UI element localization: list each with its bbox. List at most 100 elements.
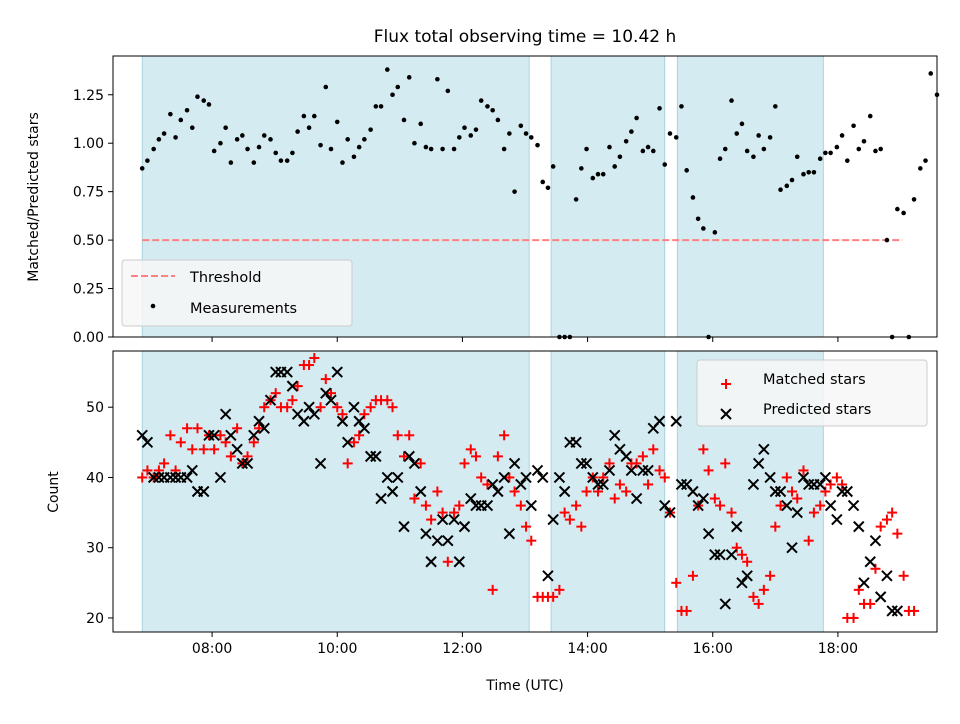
predicted-star-point — [169, 471, 182, 484]
x-tick-label: 18:00 — [818, 641, 858, 657]
measurement-point — [145, 158, 150, 163]
matched-star-point — [742, 556, 753, 567]
predicted-star-point — [358, 422, 371, 434]
matched-star-point — [509, 486, 520, 497]
measurement-point — [234, 137, 240, 142]
measurement-point — [206, 102, 212, 107]
predicted-star-point — [508, 457, 521, 470]
top-y-axis-label: Matched/Predicted stars — [26, 112, 42, 282]
matched-star-point — [248, 437, 259, 448]
measurement-point — [645, 144, 651, 150]
matched-star-point — [465, 444, 476, 455]
measurement-point — [451, 146, 457, 152]
matched-star-point — [571, 500, 582, 511]
predicted-star-point — [747, 478, 760, 491]
measurement-point — [478, 98, 484, 103]
predicted-star-point — [891, 605, 904, 617]
predicted-star-point — [448, 513, 460, 526]
predicted-star-point — [431, 534, 444, 547]
predicted-star-point — [208, 429, 220, 442]
measurement-point — [223, 125, 228, 131]
matched-star-point — [348, 437, 359, 448]
matched-star-point — [432, 486, 443, 497]
predicted-star-point — [520, 471, 532, 484]
predicted-star-point — [364, 450, 377, 463]
measurement-point — [789, 177, 795, 183]
predicted-star-point — [869, 534, 882, 547]
predicted-star-point — [298, 415, 310, 427]
matched-star-point — [853, 584, 864, 595]
predicted-star-point — [381, 471, 394, 484]
predicted-star-point — [847, 499, 860, 512]
matched-star-point — [354, 430, 365, 441]
measurement-point — [356, 144, 362, 150]
measurement-point — [523, 131, 529, 136]
matched-star-point — [454, 500, 465, 511]
matched-star-point — [315, 402, 326, 413]
bottom-x-ticks: 08:00 10:00 12:00 14:00 16:00 18:00 — [192, 632, 858, 657]
measurement-point — [767, 135, 773, 140]
predicted-star-point — [153, 471, 165, 484]
predicted-star-point — [558, 485, 571, 498]
measurement-point — [535, 142, 540, 148]
measurement-point — [784, 183, 790, 189]
measurements-points — [139, 67, 940, 340]
predicted-star-point — [741, 570, 753, 582]
predicted-star-point — [702, 527, 715, 540]
matched-star-point — [648, 444, 659, 455]
matched-star-point — [564, 514, 575, 525]
y-tick-label: 0.75 — [73, 185, 104, 201]
matched-star-point — [404, 430, 415, 441]
predicted-star-point — [819, 471, 832, 484]
matched-star-point — [731, 542, 742, 553]
predicted-star-point — [398, 520, 410, 533]
measurement-point — [640, 148, 646, 154]
predicted-star-point — [181, 471, 193, 484]
predicted-star-point — [714, 549, 726, 561]
predicted-star-point — [670, 415, 682, 427]
top-legend-box — [121, 259, 353, 327]
matched-star-point — [399, 451, 410, 462]
predicted-star-point — [314, 457, 327, 470]
predicted-star-point — [458, 520, 471, 533]
measurement-point — [278, 158, 284, 163]
matched-star-point — [499, 430, 510, 441]
matched-star-point — [881, 514, 892, 525]
measurement-point — [423, 144, 429, 150]
predicted-star-point — [659, 499, 671, 512]
predicted-star-point — [420, 527, 432, 540]
matched-star-point — [621, 486, 632, 497]
predicted-star-point — [725, 549, 738, 561]
predicted-star-point — [341, 436, 354, 449]
matched-star-point — [870, 563, 881, 574]
matched-star-point — [559, 507, 570, 518]
predicted-star-point — [881, 570, 893, 582]
measurement-point — [501, 146, 507, 152]
measurement-point — [184, 107, 190, 113]
measurement-point — [634, 115, 639, 121]
measurement-point — [744, 148, 750, 154]
measurement-point — [328, 146, 334, 152]
measurement-point — [861, 138, 867, 144]
matched-star-point — [504, 472, 515, 483]
measurement-point — [345, 137, 350, 142]
y-tick-label: 1.00 — [73, 136, 104, 152]
predicted-star-point — [814, 478, 826, 491]
matched-star-point — [159, 458, 170, 469]
measurement-point — [518, 123, 524, 129]
predicted-star-point — [236, 457, 249, 470]
measurement-point — [507, 131, 512, 136]
predicted-star-point — [620, 450, 632, 463]
predicted-star-point — [675, 478, 688, 491]
measurement-point — [340, 160, 345, 165]
predicted-star-point — [348, 401, 360, 413]
predicted-star-point — [486, 478, 499, 491]
top-legend: Threshold Measurements — [121, 259, 353, 327]
observing-window — [550, 55, 666, 338]
predicted-star-point — [786, 541, 798, 554]
predicted-star-point — [547, 513, 559, 526]
matched-star-point — [637, 451, 648, 462]
predicted-star-point — [403, 450, 415, 463]
predicted-star-point — [331, 366, 343, 378]
matched-star-point — [671, 577, 682, 588]
